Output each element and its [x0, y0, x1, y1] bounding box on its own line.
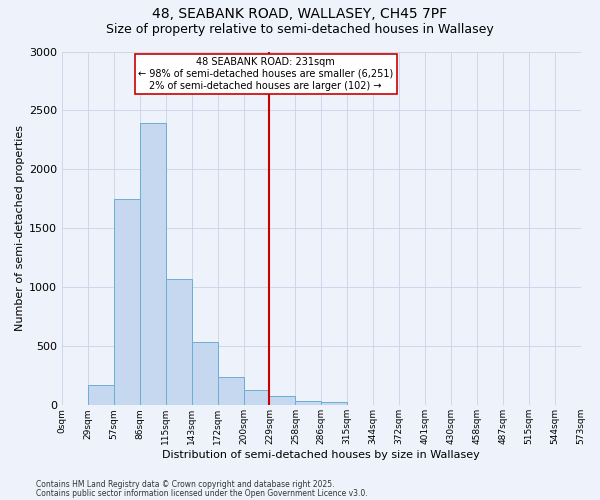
Bar — [166, 279, 192, 406]
Text: Contains public sector information licensed under the Open Government Licence v3: Contains public sector information licen… — [36, 489, 368, 498]
Text: Size of property relative to semi-detached houses in Wallasey: Size of property relative to semi-detach… — [106, 22, 494, 36]
X-axis label: Distribution of semi-detached houses by size in Wallasey: Distribution of semi-detached houses by … — [163, 450, 480, 460]
Bar — [114, 199, 140, 406]
Bar — [269, 396, 295, 406]
Bar — [218, 377, 244, 406]
Bar — [322, 402, 347, 406]
Y-axis label: Number of semi-detached properties: Number of semi-detached properties — [15, 126, 25, 332]
Bar — [140, 124, 166, 406]
Bar — [192, 342, 218, 406]
Bar — [244, 390, 269, 406]
Text: 48 SEABANK ROAD: 231sqm
← 98% of semi-detached houses are smaller (6,251)
2% of : 48 SEABANK ROAD: 231sqm ← 98% of semi-de… — [138, 58, 393, 90]
Text: 48, SEABANK ROAD, WALLASEY, CH45 7PF: 48, SEABANK ROAD, WALLASEY, CH45 7PF — [152, 8, 448, 22]
Bar — [295, 400, 322, 406]
Text: Contains HM Land Registry data © Crown copyright and database right 2025.: Contains HM Land Registry data © Crown c… — [36, 480, 335, 489]
Bar — [88, 384, 114, 406]
